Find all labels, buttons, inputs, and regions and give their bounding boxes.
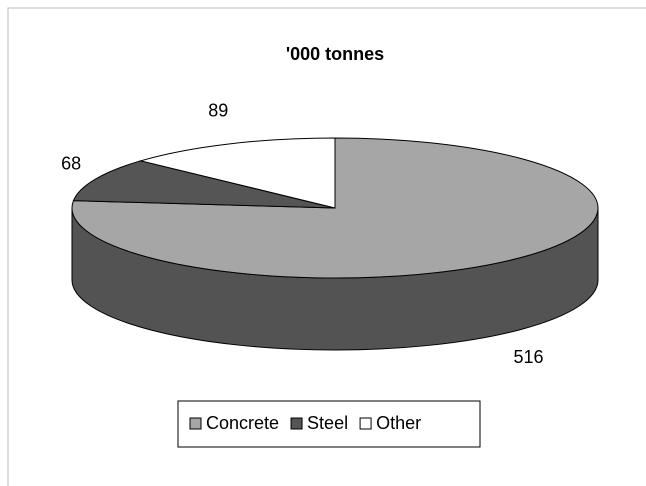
- data-label: 516: [514, 347, 544, 367]
- legend-label: Concrete: [206, 413, 279, 433]
- slice: [72, 160, 336, 209]
- legend-swatch: [359, 417, 372, 430]
- slice: [138, 137, 336, 209]
- legend-label: Steel: [307, 413, 348, 433]
- slice: [71, 137, 599, 279]
- data-label: 68: [61, 154, 81, 174]
- legend: Concrete Steel Other: [177, 400, 481, 448]
- legend-swatch: [189, 417, 202, 430]
- legend-box: [177, 400, 481, 448]
- chart-title: '000 tonnes: [286, 44, 384, 64]
- legend-swatch: [290, 417, 303, 430]
- legend-label: Other: [376, 413, 421, 433]
- data-label: 89: [208, 101, 228, 121]
- pie: 516 68 89: [61, 101, 599, 367]
